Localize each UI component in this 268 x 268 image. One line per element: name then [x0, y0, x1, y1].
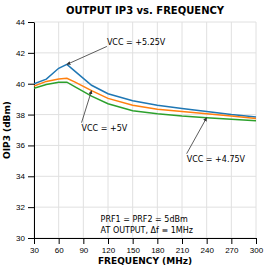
tick-mark	[207, 238, 208, 244]
tick-label: 44	[16, 18, 25, 27]
tick: 42	[16, 49, 34, 58]
annotation: VCC = +4.75V	[187, 155, 246, 164]
grid-line	[34, 145, 256, 146]
tick: 34	[16, 172, 34, 181]
tick-mark	[28, 207, 34, 208]
tick-mark	[28, 84, 34, 85]
tick-mark	[83, 238, 84, 244]
tick-mark	[256, 238, 257, 244]
grid-line	[157, 22, 158, 238]
grid-line	[34, 207, 256, 208]
tick-label: 34	[16, 172, 25, 181]
tick-mark	[28, 238, 34, 239]
tick: 90	[79, 238, 88, 255]
tick-mark	[59, 238, 60, 244]
tick: 30	[30, 238, 39, 255]
tick: 270	[225, 238, 239, 255]
grid-line	[34, 22, 256, 23]
x-axis-title: FREQUENCY (MHz)	[98, 256, 192, 266]
grid-line	[256, 22, 257, 238]
annotation-arrow	[67, 46, 107, 64]
grid-line	[132, 22, 133, 238]
note: PRF1 = PRF2 = 5dBm	[101, 215, 188, 224]
tick-mark	[28, 115, 34, 116]
tick-mark	[34, 238, 35, 244]
note: AT OUTPUT, Δf ≡ 1MHz	[101, 226, 193, 235]
annotation-arrow	[187, 118, 207, 154]
tick-mark	[182, 238, 183, 244]
tick: 210	[176, 238, 190, 255]
tick-label: 240	[200, 246, 214, 255]
grid-line	[34, 22, 35, 238]
tick: 30	[16, 234, 34, 243]
y-axis: 30 32 34 36 38 40 42 44	[16, 18, 34, 243]
grid-line	[231, 22, 232, 238]
tick-label: 90	[79, 246, 88, 255]
tick-label: 300	[250, 246, 264, 255]
tick-label: 36	[16, 141, 25, 150]
grid-line	[34, 176, 256, 177]
tick: 240	[200, 238, 214, 255]
tick-label: 30	[30, 246, 39, 255]
tick-mark	[231, 238, 232, 244]
tick: 36	[16, 141, 34, 150]
tick: 40	[16, 80, 34, 89]
series-line	[34, 64, 256, 116]
tick-label: 42	[16, 49, 25, 58]
axis-line	[35, 238, 257, 239]
grid-line	[182, 22, 183, 238]
grid-line	[34, 238, 256, 239]
tick-label: 210	[176, 246, 190, 255]
tick-mark	[28, 53, 34, 54]
tick-label: 180	[151, 246, 165, 255]
grid-line	[58, 22, 59, 238]
tick-mark	[133, 238, 134, 244]
tick-mark	[157, 238, 158, 244]
tick-label: 38	[16, 111, 25, 120]
tick-mark	[28, 145, 34, 146]
tick-label: 30	[16, 234, 25, 243]
tick-label: 60	[55, 246, 64, 255]
x-axis: 30 60 90 120 150 180 210 240 270 300	[30, 238, 264, 255]
tick-mark	[108, 238, 109, 244]
tick: 180	[151, 238, 165, 255]
tick: 150	[126, 238, 140, 255]
tick-label: 40	[16, 80, 25, 89]
tick: 60	[55, 238, 64, 255]
tick: 38	[16, 111, 34, 120]
grid-line	[206, 22, 207, 238]
title: OUTPUT IP3 vs. FREQUENCY	[66, 5, 225, 16]
annotation: VCC = +5V	[82, 124, 128, 133]
tick-mark	[28, 22, 34, 23]
tick-mark	[28, 176, 34, 177]
tick: 44	[16, 18, 34, 27]
grid-line	[34, 52, 256, 53]
tick: 300	[250, 238, 264, 255]
lines	[34, 64, 256, 120]
annotation: VCC = +5.25V	[107, 38, 166, 47]
annotations: VCC = +5.25V VCC = +5V VCC = +4.75V PRF1 = …	[67, 38, 246, 235]
axis-line	[34, 23, 35, 239]
series-line	[34, 82, 256, 121]
tick-label: 150	[126, 246, 140, 255]
grid	[34, 22, 256, 238]
grid-line	[34, 83, 256, 84]
plot: 30 60 90 120 150 180 210 240 270 300 30 32 34 36 38 40 4…	[16, 18, 264, 255]
tick-label: 120	[102, 246, 116, 255]
chart: 30 60 90 120 150 180 210 240 270 300 30 32 34 36 38 40 4…	[0, 0, 268, 268]
tick-label: 32	[16, 203, 25, 212]
tick: 32	[16, 203, 34, 212]
y-axis-title: OIP3 (dBm)	[2, 101, 12, 159]
tick-label: 270	[225, 246, 239, 255]
tick: 120	[102, 238, 116, 255]
annotation-arrow	[82, 91, 92, 123]
